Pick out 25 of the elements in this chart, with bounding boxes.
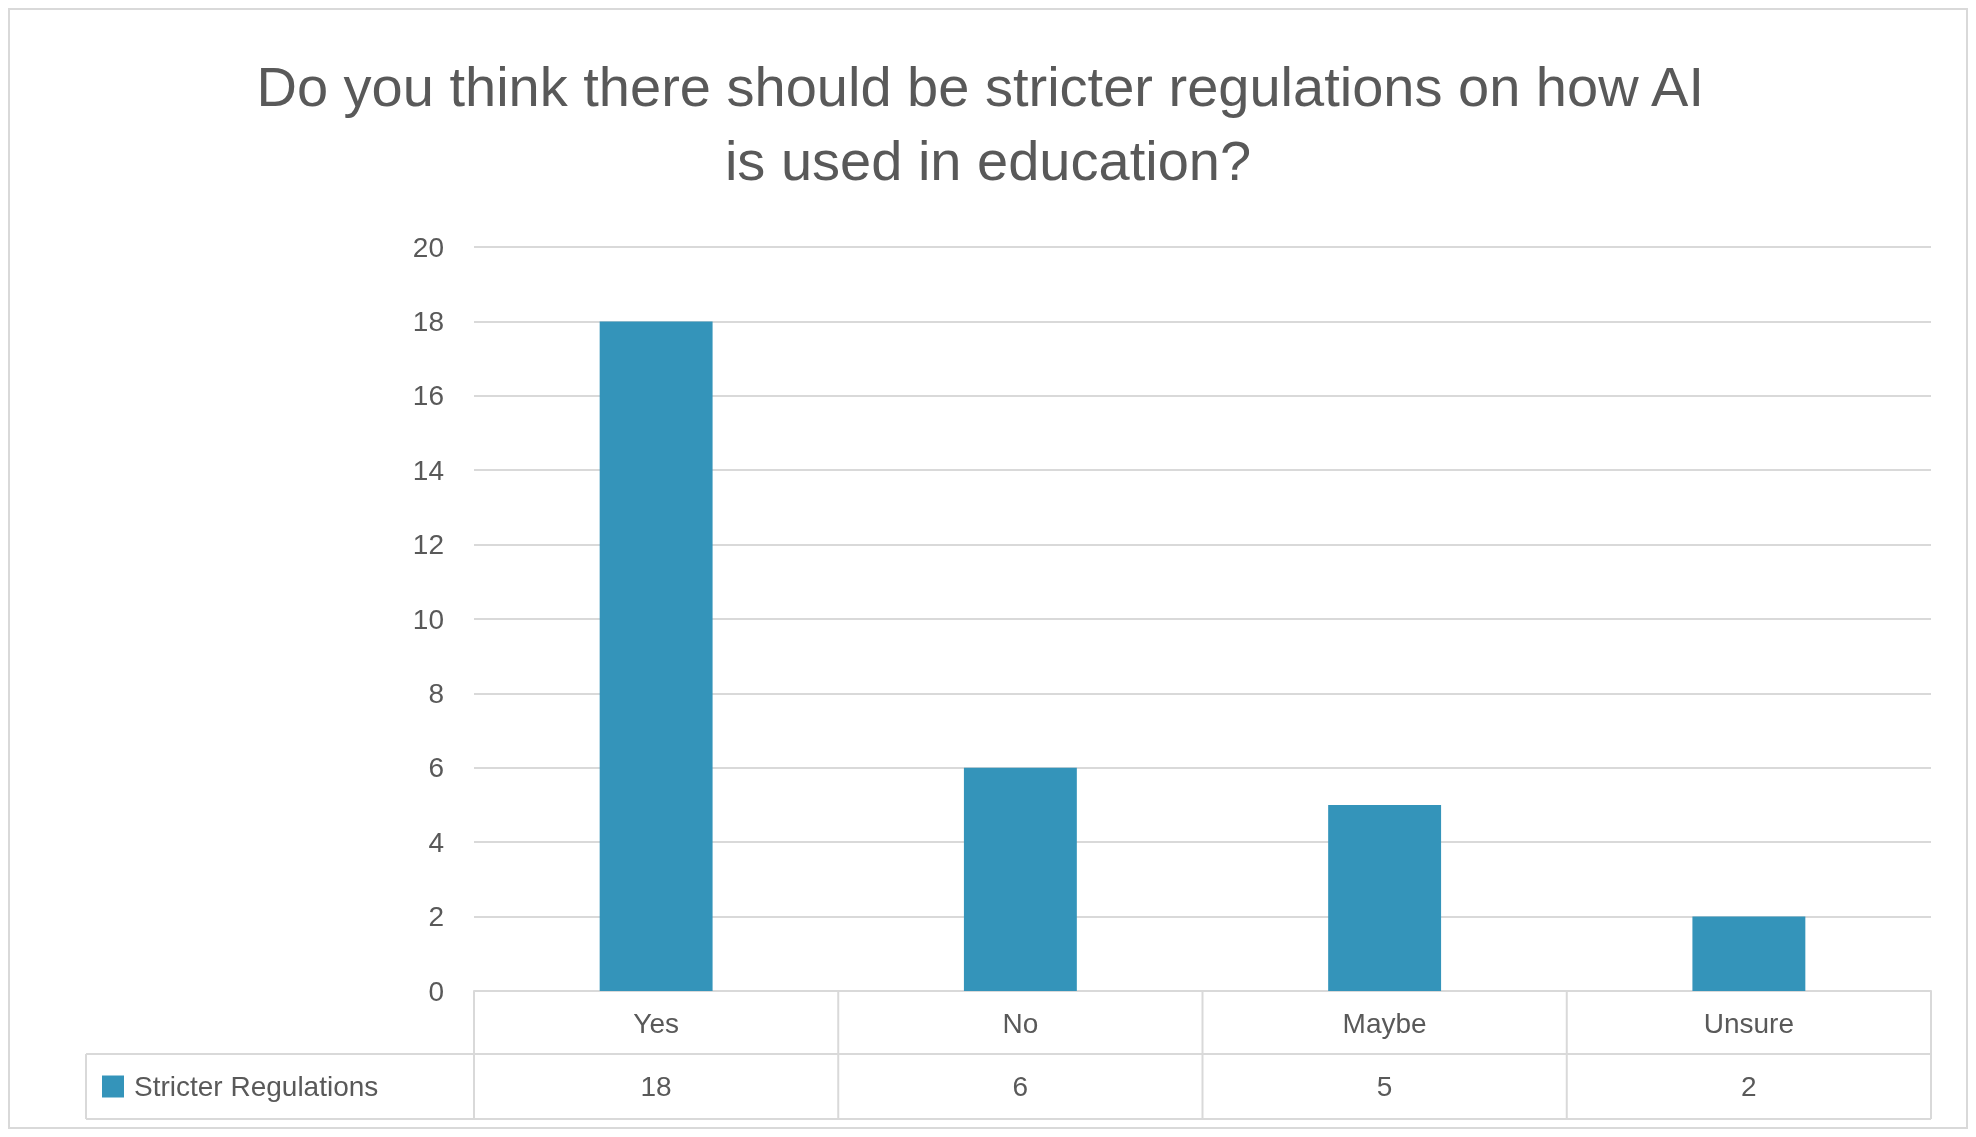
x-tick-label: Unsure (1703, 1007, 1795, 1039)
bar (963, 767, 1077, 991)
y-tick-label: 0 (428, 975, 444, 1007)
y-tick-label: 18 (412, 305, 444, 337)
y-tick-label: 4 (428, 826, 444, 858)
bar (1692, 916, 1806, 991)
y-tick-label: 10 (412, 603, 444, 635)
y-tick-label: 20 (412, 231, 444, 263)
y-tick-label: 6 (428, 752, 444, 784)
data-label: 2 (1741, 1071, 1757, 1102)
data-label: 5 (1376, 1071, 1393, 1102)
legend-label: Stricter Regulations (134, 1071, 379, 1102)
y-tick-label: 8 (428, 677, 444, 709)
bar (1328, 805, 1442, 991)
y-tick-label: 12 (412, 529, 444, 561)
y-tick-label: 14 (412, 454, 444, 486)
x-tick-label: Maybe (1342, 1007, 1427, 1039)
chart-title: Do you think there should be stricter regulations on how AI is used in education? (256, 54, 1720, 192)
y-tick-label: 2 (428, 901, 444, 933)
x-tick-label: Yes (633, 1007, 679, 1039)
data-label: 6 (1012, 1071, 1029, 1102)
x-tick-label: No (1002, 1007, 1039, 1039)
data-label: 18 (640, 1071, 672, 1102)
bar (599, 321, 713, 991)
y-tick-label: 16 (412, 380, 444, 412)
